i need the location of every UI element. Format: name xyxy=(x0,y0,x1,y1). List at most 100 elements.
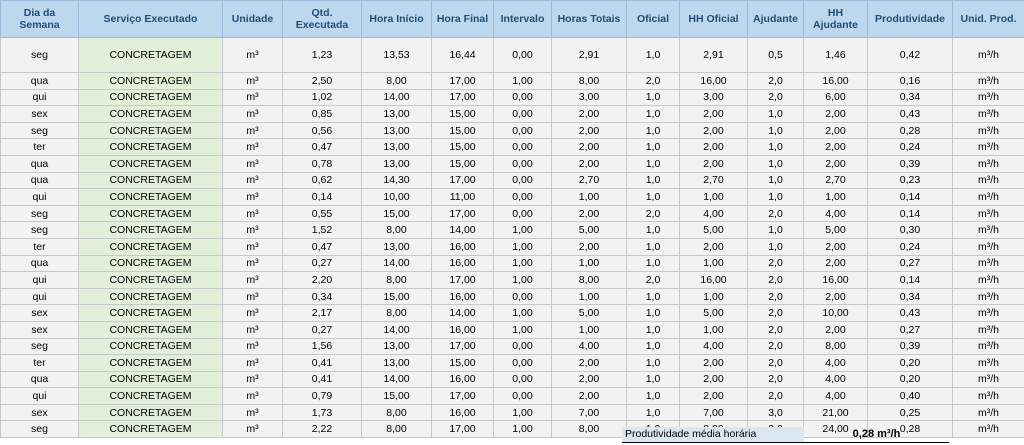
cell-horas-totais[interactable]: 2,00 xyxy=(551,105,627,123)
cell-hora-final[interactable]: 15,00 xyxy=(431,154,494,173)
cell-qtd-executada[interactable]: 1,56 xyxy=(282,337,362,356)
cell-oficial[interactable]: 1,0 xyxy=(626,237,680,256)
cell-dia-semana[interactable]: qua xyxy=(0,370,79,389)
cell-hh-ajudante[interactable]: 24,00 xyxy=(803,420,868,439)
cell-hora-inicio[interactable]: 13,00 xyxy=(361,154,432,173)
cell-hh-ajudante[interactable]: 16,00 xyxy=(803,271,868,289)
cell-hora-final[interactable]: 16,00 xyxy=(431,370,494,389)
cell-servico[interactable]: CONCRETAGEM xyxy=(78,88,223,107)
cell-hh-oficial[interactable]: 2,00 xyxy=(679,105,748,123)
cell-servico[interactable]: CONCRETAGEM xyxy=(78,237,223,256)
cell-oficial[interactable]: 1,0 xyxy=(626,88,680,107)
cell-hora-inicio[interactable]: 8,00 xyxy=(361,271,432,289)
cell-horas-totais[interactable]: 8,00 xyxy=(551,72,627,90)
cell-hora-inicio[interactable]: 13,00 xyxy=(361,138,432,156)
cell-dia-semana[interactable]: qui xyxy=(0,188,79,206)
cell-ajudante[interactable]: 2,0 xyxy=(747,370,804,389)
cell-hora-inicio[interactable]: 13,00 xyxy=(361,105,432,123)
cell-horas-totais[interactable]: 8,00 xyxy=(551,420,627,439)
cell-produtividade[interactable]: 0,16 xyxy=(867,72,953,90)
cell-horas-totais[interactable]: 1,00 xyxy=(551,188,627,206)
cell-servico[interactable]: CONCRETAGEM xyxy=(78,387,223,405)
cell-intervalo[interactable]: 0,00 xyxy=(493,370,552,389)
cell-hora-inicio[interactable]: 15,00 xyxy=(361,387,432,405)
cell-unidade[interactable]: m³ xyxy=(222,254,283,273)
cell-hora-final[interactable]: 15,00 xyxy=(431,121,494,140)
cell-horas-totais[interactable]: 5,00 xyxy=(551,221,627,239)
cell-horas-totais[interactable]: 2,00 xyxy=(551,370,627,389)
cell-hora-inicio[interactable]: 14,00 xyxy=(361,320,432,339)
cell-hora-inicio[interactable]: 14,00 xyxy=(361,254,432,273)
cell-produtividade[interactable]: 0,20 xyxy=(867,370,953,389)
cell-unidade[interactable]: m³ xyxy=(222,138,283,156)
cell-hh-oficial[interactable]: 1,00 xyxy=(679,320,748,339)
cell-hora-final[interactable]: 15,00 xyxy=(431,138,494,156)
cell-intervalo[interactable]: 0,00 xyxy=(493,287,552,306)
col-header-produtividade[interactable]: Produtividade xyxy=(867,0,953,38)
cell-hora-final[interactable]: 17,00 xyxy=(431,420,494,439)
cell-unid-prod[interactable]: m³/h xyxy=(952,88,1024,107)
cell-oficial[interactable]: 1,0 xyxy=(626,370,680,389)
cell-hh-ajudante[interactable]: 5,00 xyxy=(803,221,868,239)
cell-oficial[interactable]: 2,0 xyxy=(626,72,680,90)
cell-intervalo[interactable]: 1,00 xyxy=(493,271,552,289)
cell-hh-oficial[interactable]: 4,00 xyxy=(679,337,748,356)
cell-qtd-executada[interactable]: 0,55 xyxy=(282,204,362,223)
cell-hora-inicio[interactable]: 15,00 xyxy=(361,287,432,306)
cell-unid-prod[interactable]: m³/h xyxy=(952,171,1024,190)
cell-produtividade[interactable]: 0,24 xyxy=(867,237,953,256)
cell-qtd-executada[interactable]: 0,56 xyxy=(282,121,362,140)
cell-hora-final[interactable]: 16,00 xyxy=(431,237,494,256)
cell-qtd-executada[interactable]: 0,47 xyxy=(282,138,362,156)
cell-qtd-executada[interactable]: 1,52 xyxy=(282,221,362,239)
cell-hora-inicio[interactable]: 8,00 xyxy=(361,304,432,322)
cell-hora-inicio[interactable]: 13,00 xyxy=(361,337,432,356)
cell-dia-semana[interactable]: qua xyxy=(0,154,79,173)
cell-unid-prod[interactable]: m³/h xyxy=(952,271,1024,289)
cell-hh-ajudante[interactable]: 1,00 xyxy=(803,188,868,206)
cell-produtividade[interactable]: 0,27 xyxy=(867,254,953,273)
cell-hh-ajudante[interactable]: 2,00 xyxy=(803,138,868,156)
cell-unid-prod[interactable]: m³/h xyxy=(952,354,1024,372)
cell-oficial[interactable]: 1,0 xyxy=(626,320,680,339)
cell-hh-oficial[interactable]: 5,00 xyxy=(679,221,748,239)
cell-intervalo[interactable]: 1,00 xyxy=(493,254,552,273)
cell-unidade[interactable]: m³ xyxy=(222,370,283,389)
cell-servico[interactable]: CONCRETAGEM xyxy=(78,72,223,90)
cell-unidade[interactable]: m³ xyxy=(222,88,283,107)
cell-ajudante[interactable]: 3,0 xyxy=(747,403,804,422)
col-header-qtd-executada[interactable]: Qtd. Executada xyxy=(282,0,362,38)
cell-produtividade[interactable]: 0,39 xyxy=(867,154,953,173)
cell-servico[interactable]: CONCRETAGEM xyxy=(78,188,223,206)
cell-oficial[interactable]: 1,0 xyxy=(626,105,680,123)
cell-hora-final[interactable]: 17,00 xyxy=(431,387,494,405)
cell-unidade[interactable]: m³ xyxy=(222,337,283,356)
cell-dia-semana[interactable]: qua xyxy=(0,72,79,90)
summary-value[interactable]: 0,28 m³/h xyxy=(852,428,901,440)
cell-unid-prod[interactable]: m³/h xyxy=(952,370,1024,389)
cell-intervalo[interactable]: 1,00 xyxy=(493,221,552,239)
cell-hora-final[interactable]: 17,00 xyxy=(431,88,494,107)
cell-qtd-executada[interactable]: 2,22 xyxy=(282,420,362,439)
cell-qtd-executada[interactable]: 1,02 xyxy=(282,88,362,107)
cell-dia-semana[interactable]: qui xyxy=(0,287,79,306)
cell-oficial[interactable]: 2,0 xyxy=(626,271,680,289)
cell-intervalo[interactable]: 0,00 xyxy=(493,337,552,356)
cell-hh-ajudante[interactable]: 4,00 xyxy=(803,387,868,405)
cell-produtividade[interactable]: 0,28 xyxy=(867,121,953,140)
cell-unidade[interactable]: m³ xyxy=(222,72,283,90)
cell-intervalo[interactable]: 0,00 xyxy=(493,37,552,73)
cell-hh-ajudante[interactable]: 4,00 xyxy=(803,370,868,389)
cell-produtividade[interactable]: 0,39 xyxy=(867,337,953,356)
col-header-dia-semana[interactable]: Dia da Semana xyxy=(0,0,79,38)
col-header-unidade[interactable]: Unidade xyxy=(222,0,283,38)
col-header-hora-inicio[interactable]: Hora Início xyxy=(361,0,432,38)
cell-dia-semana[interactable]: seg xyxy=(0,121,79,140)
cell-produtividade[interactable]: 0,30 xyxy=(867,221,953,239)
cell-unid-prod[interactable]: m³/h xyxy=(952,403,1024,422)
cell-qtd-executada[interactable]: 2,17 xyxy=(282,304,362,322)
cell-unid-prod[interactable]: m³/h xyxy=(952,221,1024,239)
cell-ajudante[interactable]: 1,0 xyxy=(747,105,804,123)
cell-hh-oficial[interactable]: 2,91 xyxy=(679,37,748,73)
cell-dia-semana[interactable]: seg xyxy=(0,37,79,73)
